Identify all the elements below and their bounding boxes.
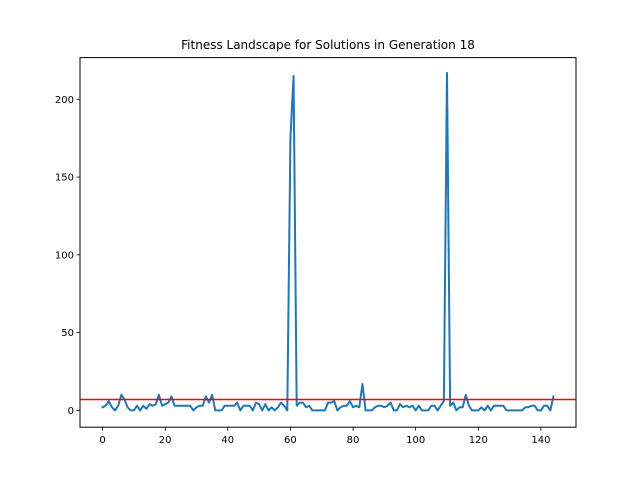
chart-title: Fitness Landscape for Solutions in Gener… bbox=[181, 38, 475, 52]
series-line-0 bbox=[101, 71, 555, 412]
x-tick-label: 20 bbox=[159, 435, 172, 446]
x-tick-label: 140 bbox=[531, 435, 550, 446]
x-tick-label: 120 bbox=[469, 435, 488, 446]
x-tick-label: 40 bbox=[221, 435, 234, 446]
x-tick-label: 100 bbox=[406, 435, 425, 446]
x-axis: 0 20 40 60 80 100 120 140 bbox=[99, 427, 550, 446]
y-tick-label: 50 bbox=[61, 328, 74, 339]
y-tick-label: 0 bbox=[68, 406, 74, 417]
plot-area bbox=[80, 71, 576, 412]
y-tick-label: 200 bbox=[55, 95, 74, 106]
x-tick-label: 0 bbox=[99, 435, 105, 446]
y-tick-label: 100 bbox=[55, 250, 74, 261]
x-tick-label: 60 bbox=[284, 435, 297, 446]
axes-frame bbox=[79, 57, 577, 428]
x-tick-label: 80 bbox=[347, 435, 360, 446]
y-axis: 0 50 100 150 200 bbox=[55, 95, 80, 417]
y-tick-label: 150 bbox=[55, 173, 74, 184]
